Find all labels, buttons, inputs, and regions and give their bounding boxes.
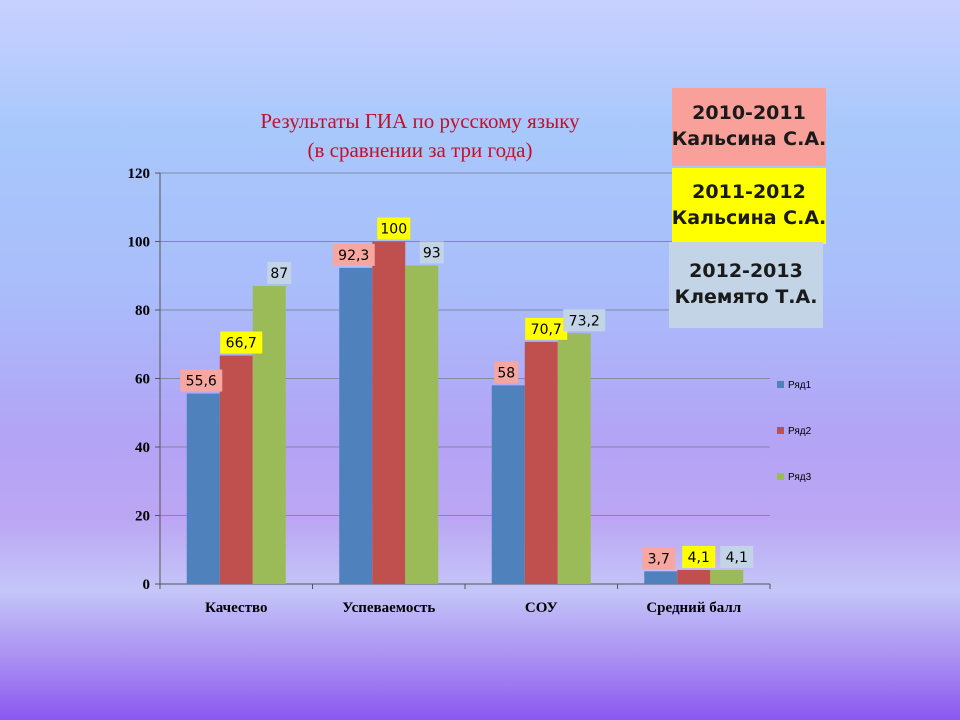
y-tick-label: 0 xyxy=(143,577,151,593)
data-label: 93 xyxy=(423,245,441,261)
year-box-2012-2013-years: 2012-2013 xyxy=(689,260,803,283)
category-label: СОУ xyxy=(525,600,558,616)
data-label: 55,6 xyxy=(186,374,217,390)
bars xyxy=(186,241,744,584)
bar-2-3 xyxy=(524,341,558,584)
legend-label-2: Ряд2 xyxy=(788,426,812,437)
y-tick-label: 100 xyxy=(128,235,151,251)
data-label: 100 xyxy=(380,222,407,238)
y-tick-label: 20 xyxy=(135,509,150,525)
year-box-2011-2012-teacher: Кальсина С.А. xyxy=(671,207,827,229)
data-label-bg xyxy=(377,217,411,240)
data-label: 87 xyxy=(270,266,288,282)
data-label-bg xyxy=(525,317,568,340)
bar-1-4 xyxy=(644,571,678,584)
data-label-bg xyxy=(563,309,606,332)
bar-1-1 xyxy=(186,393,220,584)
data-label-bg xyxy=(332,243,375,266)
bar-1-3 xyxy=(491,385,525,584)
legend: Ряд1 Ряд2 Ряд3 xyxy=(777,380,812,483)
year-box-2010-2011-teacher: Кальсина С.А. xyxy=(671,128,827,150)
legend-swatch-3 xyxy=(777,473,784,480)
bar-1-2 xyxy=(339,267,373,584)
category-label: Успеваемость xyxy=(342,600,435,616)
data-label: 92,3 xyxy=(338,248,369,264)
data-label: 66,7 xyxy=(226,336,257,352)
data-label: 73,2 xyxy=(569,313,600,329)
year-box-2010-2011: 2010-2011 Кальсина С.А. xyxy=(672,88,826,166)
year-box-2012-2013-teacher: Клемято Т.А. xyxy=(674,286,818,308)
legend-swatch-2 xyxy=(777,427,784,434)
bar-2-1 xyxy=(219,355,253,584)
data-label-bg xyxy=(267,262,292,285)
y-tick-label: 120 xyxy=(128,166,151,182)
legend-label-1: Ряд1 xyxy=(788,380,812,391)
data-label-bg xyxy=(419,241,444,264)
category-label: Качество xyxy=(205,600,267,616)
data-label: 58 xyxy=(497,365,515,381)
data-label: 4,1 xyxy=(726,550,748,566)
bar-3-2 xyxy=(405,265,439,584)
bar-3-4 xyxy=(710,569,744,584)
year-box-2010-2011-years: 2010-2011 xyxy=(692,102,806,125)
bar-2-4 xyxy=(677,569,711,584)
y-axis-ticks: 0 20 40 60 80 100 120 xyxy=(128,166,160,593)
legend-label-3: Ряд3 xyxy=(788,472,812,483)
y-tick-label: 60 xyxy=(135,372,150,388)
data-label: 70,7 xyxy=(531,322,562,338)
data-labels: 55,6 66,7 87 92,3 100 93 58 70,7 73,2 3,7 4,1 4,1 xyxy=(180,217,754,570)
y-tick-label: 40 xyxy=(135,440,150,456)
data-label-bg xyxy=(720,545,754,568)
chart-title-line-2: (в сравнении за три года) xyxy=(307,138,532,162)
data-label-bg xyxy=(642,547,676,570)
chart-title-line-1: Результаты ГИА по русскому языку xyxy=(260,109,580,133)
bar-3-1 xyxy=(252,286,286,584)
year-box-2011-2012: 2011-2012 Кальсина С.А. xyxy=(672,168,826,244)
bar-2-2 xyxy=(372,241,406,584)
category-labels: Качество Успеваемость СОУ Средний балл xyxy=(205,600,742,616)
year-box-2011-2012-years: 2011-2012 xyxy=(692,181,806,204)
year-box-2012-2013: 2012-2013 Клемято Т.А. xyxy=(669,242,823,328)
data-label: 3,7 xyxy=(648,551,670,567)
data-label-bg xyxy=(180,369,223,392)
category-label: Средний балл xyxy=(646,600,741,616)
y-tick-label: 80 xyxy=(135,303,150,319)
data-label-bg xyxy=(494,361,519,384)
data-label-bg xyxy=(220,331,263,354)
legend-swatch-1 xyxy=(777,381,784,388)
bar-3-3 xyxy=(557,333,591,584)
data-label-bg xyxy=(682,545,716,568)
data-label: 4,1 xyxy=(688,550,710,566)
